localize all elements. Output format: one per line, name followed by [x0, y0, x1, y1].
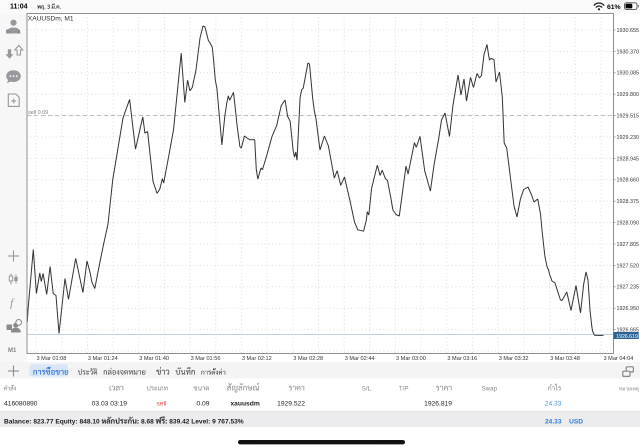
- svg-text:839.42 Level: 9 767.53%: 839.42 Level: 9 767.53%: [167, 419, 243, 426]
- svg-text:1927.235: 1927.235: [617, 285, 639, 291]
- svg-text:1927.805: 1927.805: [617, 242, 639, 248]
- svg-text:T/P: T/P: [399, 385, 409, 392]
- svg-text:3 Mar 01:56: 3 Mar 01:56: [191, 356, 221, 362]
- svg-text:3 Mar 03:16: 3 Mar 03:16: [447, 356, 477, 362]
- svg-text:24.33: 24.33: [545, 419, 562, 426]
- svg-text:f: f: [10, 296, 15, 310]
- svg-text:3 Mar 03:32: 3 Mar 03:32: [499, 356, 529, 362]
- svg-text:1926.819: 1926.819: [424, 401, 452, 408]
- svg-text:Swap: Swap: [482, 385, 498, 392]
- svg-text:XAUUSDm, M1: XAUUSDm, M1: [28, 16, 74, 23]
- svg-text:1928.660: 1928.660: [617, 178, 639, 184]
- svg-text:1927.520: 1927.520: [617, 263, 639, 269]
- svg-text:3 Mar 02:12: 3 Mar 02:12: [242, 356, 272, 362]
- svg-text:1930.085: 1930.085: [617, 71, 639, 77]
- svg-text:416080890: 416080890: [4, 401, 38, 408]
- svg-text:sell 0.09: sell 0.09: [28, 110, 48, 116]
- svg-text:3 Mar 03:48: 3 Mar 03:48: [550, 356, 580, 362]
- svg-text:1928.090: 1928.090: [617, 221, 639, 227]
- svg-text:11:04: 11:04: [10, 4, 28, 11]
- svg-text:1930.655: 1930.655: [617, 28, 639, 34]
- svg-text:1929.800: 1929.800: [617, 92, 639, 98]
- svg-text:1929.230: 1929.230: [617, 135, 639, 141]
- svg-text:1929.515: 1929.515: [617, 114, 639, 120]
- svg-text:1926.950: 1926.950: [617, 306, 639, 312]
- svg-text:3 Mar 04:04: 3 Mar 04:04: [604, 356, 634, 362]
- svg-text:1926.619: 1926.619: [616, 334, 638, 340]
- svg-text:8.68: 8.68: [139, 419, 156, 426]
- svg-text:1928.375: 1928.375: [617, 199, 639, 205]
- svg-text:3 Mar 01:08: 3 Mar 01:08: [37, 356, 67, 362]
- svg-text:3 Mar 02:44: 3 Mar 02:44: [345, 356, 375, 362]
- svg-text:xauusdm: xauusdm: [230, 401, 259, 408]
- svg-text:1928.945: 1928.945: [617, 156, 639, 162]
- svg-text:3 Mar 03:00: 3 Mar 03:00: [396, 356, 426, 362]
- svg-text:1930.370: 1930.370: [617, 49, 639, 55]
- svg-text:3 Mar 01:40: 3 Mar 01:40: [139, 356, 169, 362]
- svg-text:Balance: 823.77 Equity: 848.10: Balance: 823.77 Equity: 848.10: [4, 419, 102, 426]
- svg-text:61%: 61%: [607, 4, 621, 11]
- svg-text:03.03 03:19: 03.03 03:19: [92, 401, 128, 408]
- svg-text:USD: USD: [569, 419, 583, 426]
- svg-text:sell: sell: [156, 401, 167, 408]
- svg-text:S/L: S/L: [362, 385, 372, 392]
- svg-text:1926.665: 1926.665: [617, 328, 639, 334]
- svg-text:3 Mar 02:28: 3 Mar 02:28: [293, 356, 323, 362]
- svg-text:24.33: 24.33: [545, 401, 562, 408]
- svg-text:1929.522: 1929.522: [277, 401, 305, 408]
- svg-text:0.09: 0.09: [196, 401, 209, 408]
- svg-text:3 Mar 01:24: 3 Mar 01:24: [88, 356, 118, 362]
- svg-text:M1: M1: [8, 348, 17, 354]
